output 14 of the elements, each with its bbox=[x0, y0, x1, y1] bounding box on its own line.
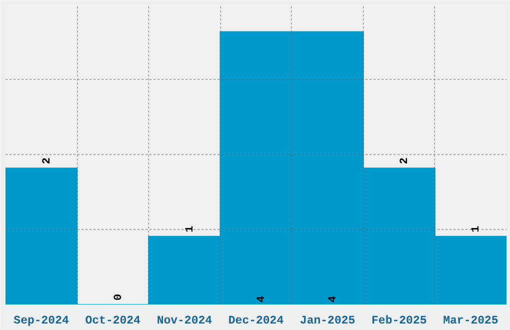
data-label: 2 bbox=[41, 158, 54, 164]
data-label: 4 bbox=[256, 296, 268, 302]
x-tick-label: Sep-2024 bbox=[14, 314, 69, 328]
data-label: 0 bbox=[112, 294, 125, 300]
x-tick-label: Dec-2024 bbox=[228, 314, 284, 328]
data-label: 2 bbox=[399, 158, 412, 164]
x-tick-label: Oct-2024 bbox=[85, 314, 141, 328]
data-label: 1 bbox=[184, 225, 196, 232]
x-tick-label: Mar-2025 bbox=[443, 314, 498, 328]
x-tick-label: Feb-2025 bbox=[372, 314, 427, 328]
data-label: 1 bbox=[470, 225, 483, 232]
x-tick-label: Jan-2025 bbox=[300, 314, 356, 328]
x-tick-label: Nov-2024 bbox=[156, 314, 212, 328]
data-label: 4 bbox=[328, 296, 340, 302]
